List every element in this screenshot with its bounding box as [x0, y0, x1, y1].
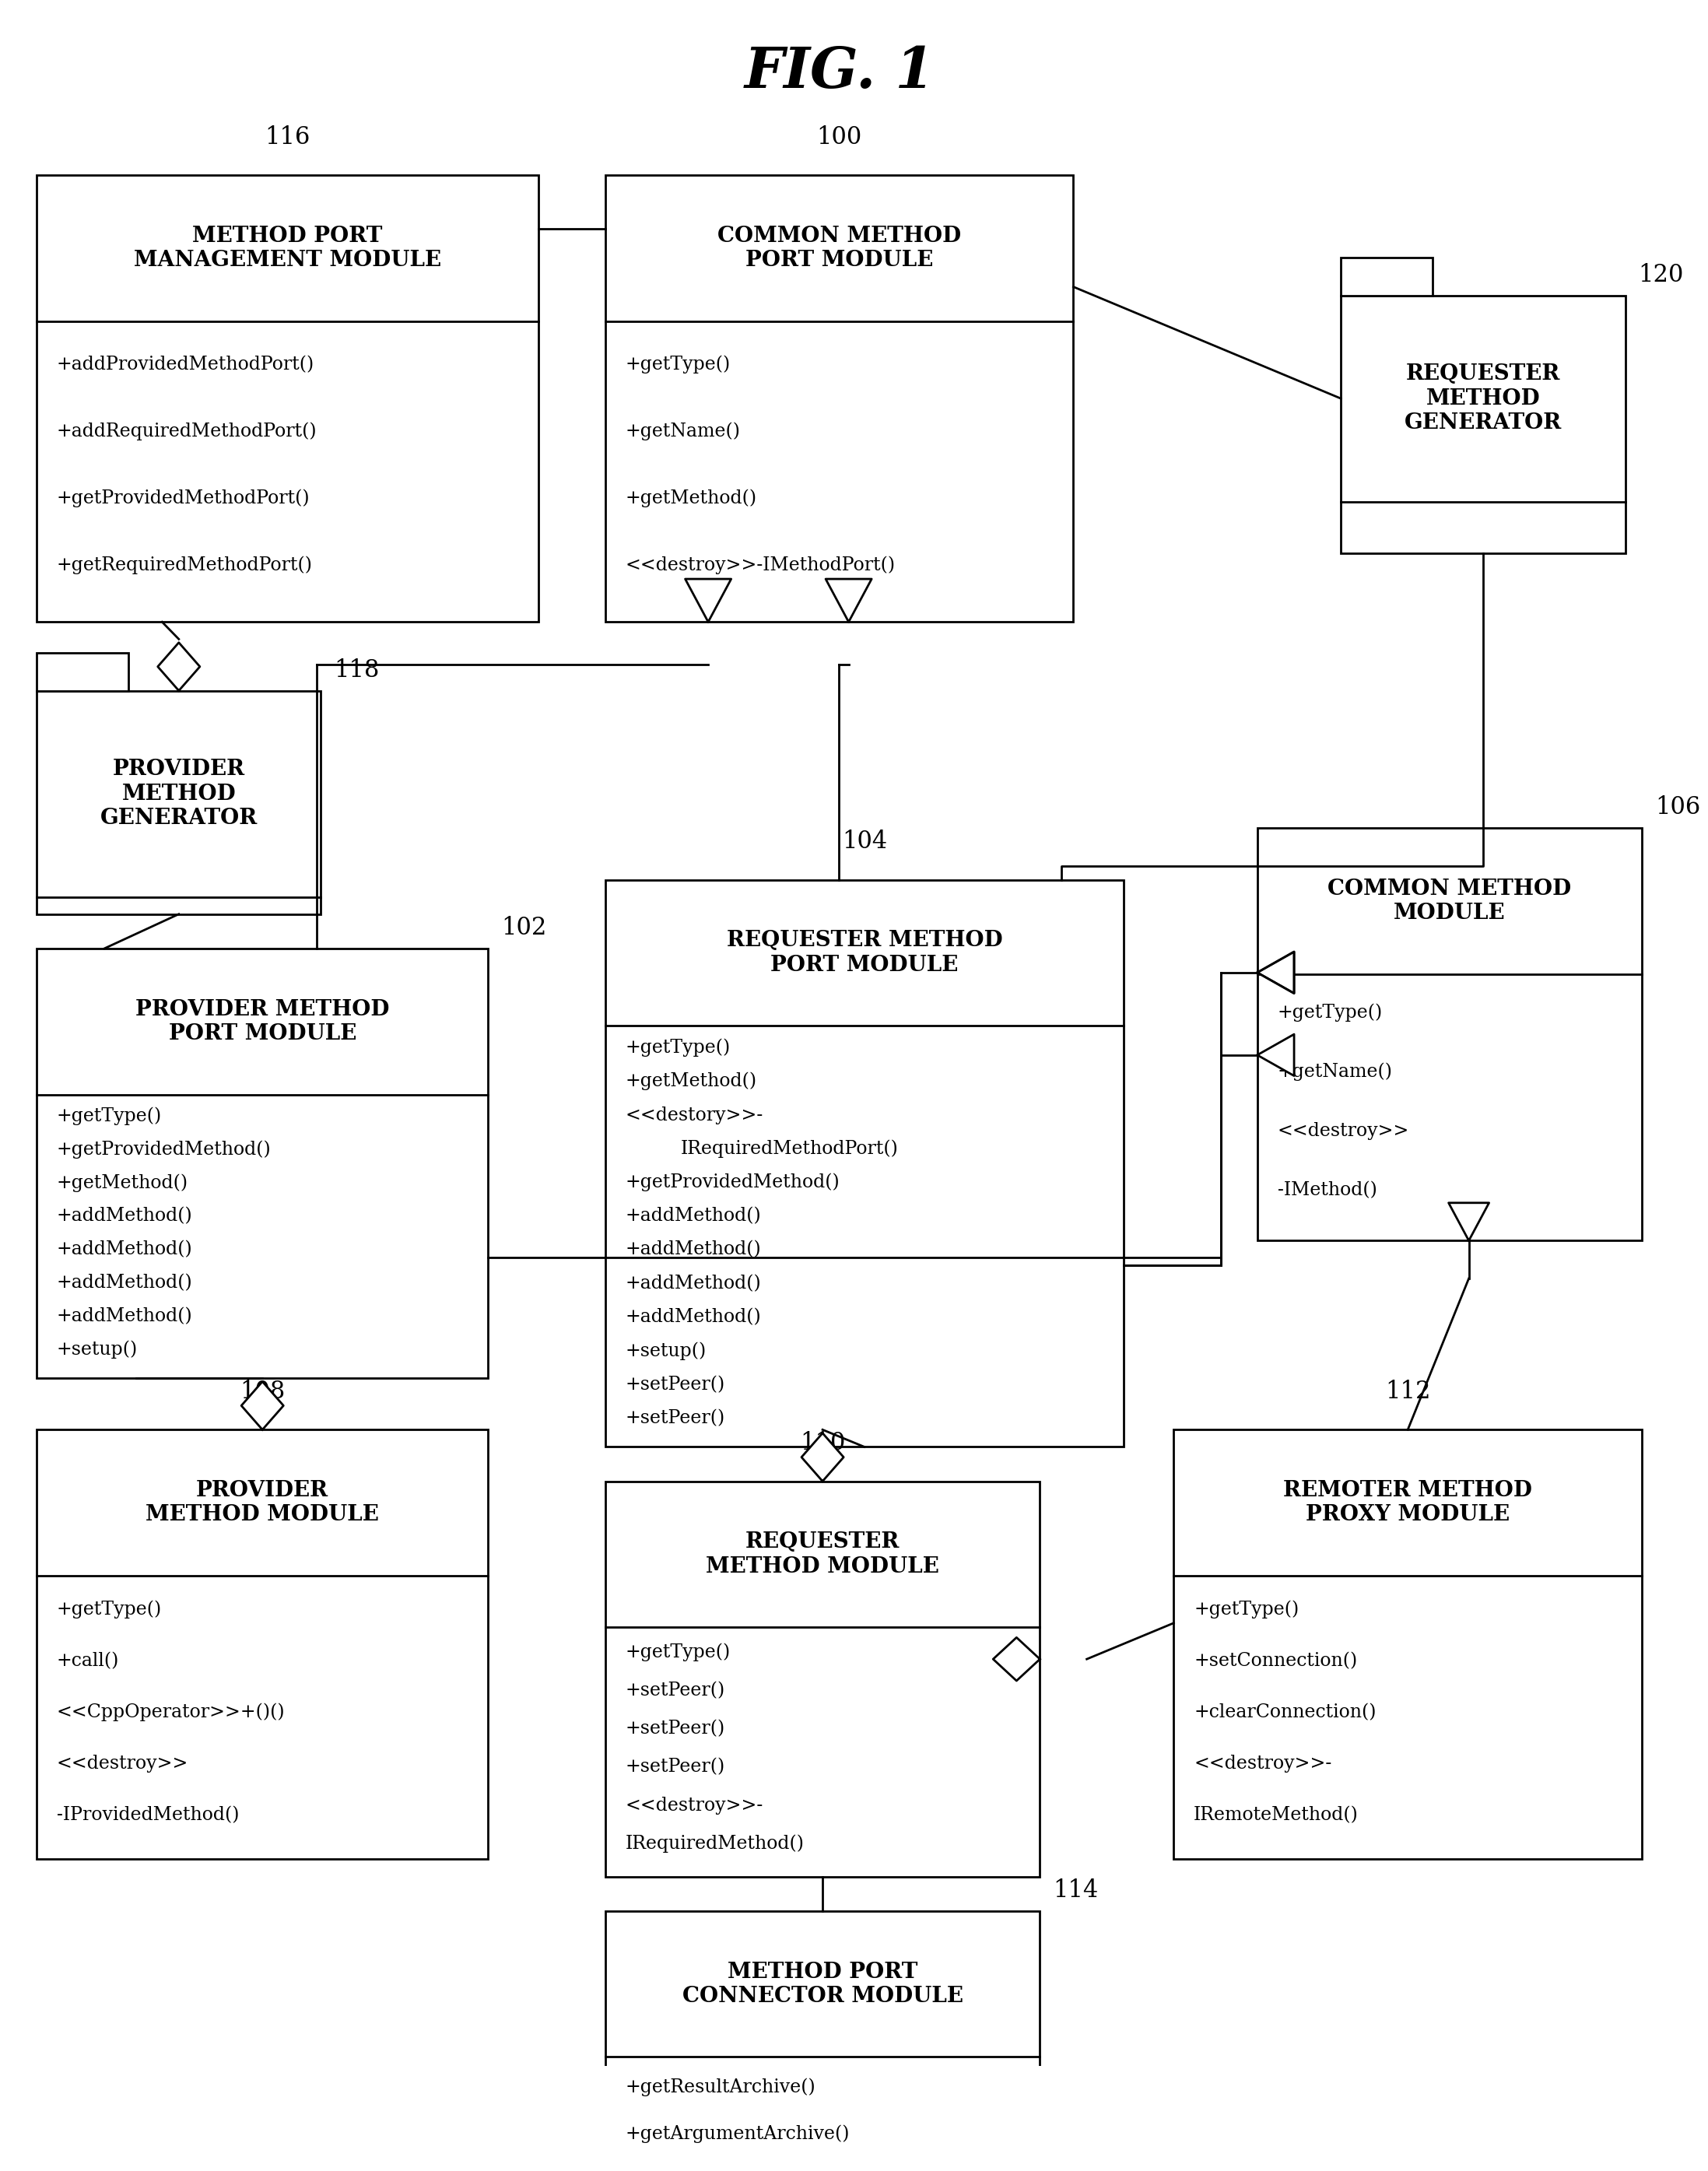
Text: METHOD PORT
MANAGEMENT MODULE: METHOD PORT MANAGEMENT MODULE: [133, 226, 441, 271]
Bar: [1341, 295, 1624, 554]
Text: IRemoteMethod(): IRemoteMethod(): [1194, 1806, 1358, 1824]
Text: +getType(): +getType(): [56, 1600, 162, 1617]
Text: +setPeer(): +setPeer(): [625, 1759, 726, 1776]
Bar: [605, 1910, 1040, 2171]
Text: +setup(): +setup(): [56, 1342, 138, 1359]
Polygon shape: [1257, 951, 1295, 994]
Text: +addMethod(): +addMethod(): [625, 1242, 762, 1259]
Polygon shape: [241, 1381, 284, 1431]
Text: +getName(): +getName(): [625, 423, 740, 441]
Text: <<destroy>>-: <<destroy>>-: [1194, 1754, 1332, 1774]
Text: <<CppOperator>>+()(): <<CppOperator>>+()(): [56, 1704, 285, 1722]
Bar: [36, 653, 128, 690]
Text: +setup(): +setup(): [625, 1342, 707, 1359]
Text: +getType(): +getType(): [56, 1107, 162, 1125]
Text: COMMON METHOD
MODULE: COMMON METHOD MODULE: [1327, 879, 1571, 925]
Text: 120: 120: [1638, 263, 1684, 287]
Text: COMMON METHOD
PORT MODULE: COMMON METHOD PORT MODULE: [717, 226, 962, 271]
Text: +addMethod(): +addMethod(): [56, 1207, 193, 1224]
Text: +getType(): +getType(): [1194, 1600, 1300, 1617]
Text: +getMethod(): +getMethod(): [625, 1072, 757, 1090]
Text: +getMethod(): +getMethod(): [625, 488, 757, 508]
Text: +getType(): +getType(): [625, 356, 731, 373]
Text: +addMethod(): +addMethod(): [56, 1274, 193, 1292]
Text: REQUESTER
METHOD MODULE: REQUESTER METHOD MODULE: [705, 1533, 939, 1576]
Text: <<destroy>>: <<destroy>>: [56, 1754, 188, 1774]
Text: <<destroy>>: <<destroy>>: [1278, 1122, 1409, 1140]
Text: +addRequiredMethodPort(): +addRequiredMethodPort(): [56, 423, 318, 441]
Text: 100: 100: [816, 126, 863, 150]
Text: -IProvidedMethod(): -IProvidedMethod(): [56, 1806, 239, 1824]
Text: METHOD PORT
CONNECTOR MODULE: METHOD PORT CONNECTOR MODULE: [681, 1960, 963, 2006]
Text: +getType(): +getType(): [1278, 1003, 1382, 1023]
Text: +addMethod(): +addMethod(): [56, 1242, 193, 1259]
Text: +call(): +call(): [56, 1652, 120, 1669]
Text: +setPeer(): +setPeer(): [625, 1376, 726, 1394]
Bar: [36, 949, 488, 1379]
Bar: [36, 176, 538, 621]
Text: <<destroy>>-IMethodPort(): <<destroy>>-IMethodPort(): [625, 556, 895, 575]
Polygon shape: [685, 580, 731, 621]
Text: +setPeer(): +setPeer(): [625, 1409, 726, 1426]
Text: REQUESTER METHOD
PORT MODULE: REQUESTER METHOD PORT MODULE: [726, 929, 1003, 975]
Text: +getType(): +getType(): [625, 1038, 731, 1057]
Text: IRequiredMethodPort(): IRequiredMethodPort(): [680, 1140, 898, 1157]
Text: +getProvidedMethod(): +getProvidedMethod(): [625, 1172, 840, 1192]
Bar: [1173, 1431, 1641, 1858]
Text: +getProvidedMethodPort(): +getProvidedMethodPort(): [56, 488, 311, 508]
Bar: [36, 690, 321, 914]
Text: FIG. 1: FIG. 1: [745, 43, 934, 100]
Text: 112: 112: [1385, 1381, 1431, 1405]
Text: +getRequiredMethodPort(): +getRequiredMethodPort(): [56, 556, 313, 575]
Text: -IMethod(): -IMethod(): [1278, 1181, 1377, 1198]
Text: 110: 110: [799, 1431, 845, 1455]
Text: 102: 102: [502, 916, 547, 940]
Text: +clearConnection(): +clearConnection(): [1194, 1704, 1377, 1722]
Text: +addMethod(): +addMethod(): [625, 1309, 762, 1326]
Text: +getProvidedMethod(): +getProvidedMethod(): [56, 1140, 272, 1159]
Text: 118: 118: [335, 658, 379, 682]
Polygon shape: [992, 1637, 1040, 1680]
Text: 104: 104: [842, 829, 886, 853]
Text: +getName(): +getName(): [1278, 1064, 1392, 1081]
Text: +addMethod(): +addMethod(): [625, 1207, 762, 1224]
Polygon shape: [801, 1433, 844, 1481]
Bar: [605, 176, 1073, 621]
Text: +setConnection(): +setConnection(): [1194, 1652, 1358, 1669]
Polygon shape: [1448, 1203, 1489, 1240]
Text: PROVIDER
METHOD MODULE: PROVIDER METHOD MODULE: [145, 1481, 379, 1526]
Text: +setPeer(): +setPeer(): [625, 1719, 726, 1737]
Text: 114: 114: [1054, 1878, 1098, 1902]
Bar: [605, 1481, 1040, 1876]
Bar: [36, 1431, 488, 1858]
Text: +addMethod(): +addMethod(): [56, 1307, 193, 1324]
Text: +getType(): +getType(): [625, 1643, 731, 1661]
Bar: [605, 879, 1124, 1446]
Text: +addProvidedMethodPort(): +addProvidedMethodPort(): [56, 356, 314, 373]
Text: 106: 106: [1655, 795, 1701, 821]
Text: 108: 108: [239, 1381, 285, 1405]
Text: +addMethod(): +addMethod(): [625, 1274, 762, 1292]
Text: PROVIDER
METHOD
GENERATOR: PROVIDER METHOD GENERATOR: [101, 760, 258, 829]
Text: +getArgumentArchive(): +getArgumentArchive(): [625, 2125, 851, 2143]
Text: PROVIDER METHOD
PORT MODULE: PROVIDER METHOD PORT MODULE: [135, 999, 389, 1044]
Polygon shape: [157, 643, 200, 690]
Text: +setPeer(): +setPeer(): [625, 1683, 726, 1700]
Text: +getMethod(): +getMethod(): [56, 1175, 188, 1192]
Text: 116: 116: [265, 126, 311, 150]
Bar: [1341, 258, 1433, 295]
Polygon shape: [1257, 951, 1295, 994]
Text: <<destory>>-: <<destory>>-: [625, 1107, 763, 1125]
Text: REQUESTER
METHOD
GENERATOR: REQUESTER METHOD GENERATOR: [1404, 365, 1561, 434]
Text: IRequiredMethod(): IRequiredMethod(): [625, 1834, 804, 1854]
Text: REMOTER METHOD
PROXY MODULE: REMOTER METHOD PROXY MODULE: [1283, 1481, 1532, 1526]
Bar: [1257, 827, 1641, 1240]
Text: <<destroy>>-: <<destroy>>-: [625, 1798, 763, 1815]
Text: +getResultArchive(): +getResultArchive(): [625, 2078, 816, 2097]
Polygon shape: [825, 580, 871, 621]
Polygon shape: [1257, 1033, 1295, 1077]
